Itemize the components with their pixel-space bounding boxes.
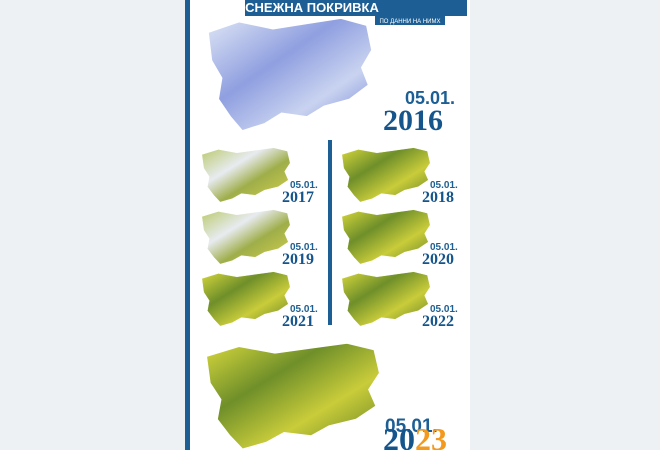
year: 2020 — [422, 251, 454, 268]
year: 2017 — [282, 189, 314, 206]
subtitle-bar — [375, 16, 445, 25]
date: 05.01. — [290, 304, 318, 315]
date: 05.01. — [290, 242, 318, 253]
year: 2016 — [383, 104, 443, 137]
divider — [328, 140, 332, 325]
year: 2021 — [282, 313, 314, 330]
title-bar — [245, 0, 467, 16]
side-bar — [185, 0, 190, 450]
date: 05.01. — [430, 180, 458, 191]
year: 2023 — [383, 421, 447, 450]
year: 2018 — [422, 189, 454, 206]
year: 2019 — [282, 251, 314, 268]
subtitle: ПО ДАННИ НА НИМХ — [379, 19, 440, 25]
year: 2022 — [422, 313, 454, 330]
year-part: 20 — [383, 421, 415, 450]
date: 05.01. — [385, 416, 438, 437]
date: 05.01. — [405, 88, 455, 108]
year-part: 23 — [415, 421, 447, 450]
date: 05.01. — [430, 242, 458, 253]
date: 05.01. — [290, 180, 318, 191]
title: СНЕЖНА ПОКРИВКА — [245, 0, 379, 15]
date: 05.01. — [430, 304, 458, 315]
